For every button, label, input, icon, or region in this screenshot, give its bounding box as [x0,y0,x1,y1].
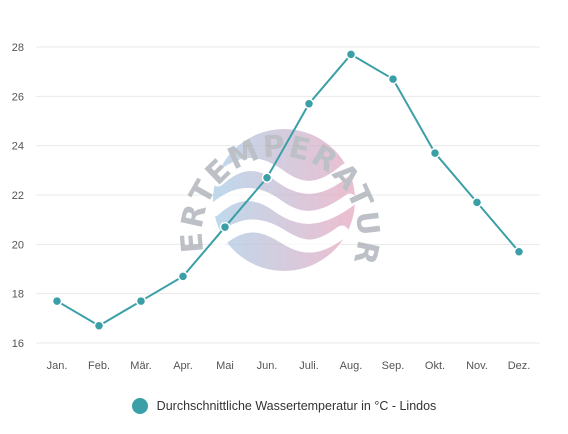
x-tick-label: Apr. [173,360,193,372]
x-tick-label: Sep. [382,360,405,372]
y-tick-label: 22 [12,190,24,202]
watermark-logo: WASSERTEMPERATUR.ORG [0,0,384,271]
series-line [56,53,520,327]
data-point[interactable] [471,197,483,208]
data-point[interactable] [135,295,147,307]
y-tick-label: 16 [12,338,24,350]
x-tick-label: Dez. [508,360,531,372]
x-tick-label: Aug. [340,360,363,372]
y-tick-label: 20 [12,239,24,251]
data-point[interactable] [93,320,105,331]
data-point[interactable] [345,49,357,60]
x-tick-label: Juli. [299,360,319,372]
x-tick-label: Jun. [257,360,278,372]
legend-marker [131,398,148,414]
legend[interactable]: Durchschnittliche Wassertemperatur in °C… [0,398,568,414]
data-point[interactable] [303,98,315,109]
y-tick-label: 24 [12,141,24,153]
data-point[interactable] [513,246,525,257]
data-point[interactable] [177,271,189,282]
y-tick-label: 28 [12,42,24,54]
data-point[interactable] [261,172,273,183]
data-point[interactable] [429,147,441,159]
data-point[interactable] [219,221,231,233]
watermark-waves [207,158,357,253]
x-tick-label: Okt. [425,360,445,372]
y-tick-label: 26 [12,91,24,103]
y-tick-label: 18 [12,289,24,301]
x-tick-label: Mai [216,360,234,372]
x-tick-label: Mär. [130,360,151,372]
x-tick-label: Feb. [88,360,110,372]
x-tick-label: Nov. [466,360,488,372]
data-point[interactable] [387,73,399,85]
legend-label: Durchschnittliche Wassertemperatur in °C… [156,399,437,413]
data-point[interactable] [51,295,63,307]
series-layer [51,49,525,331]
axes: 16 18 20 22 24 26 28 Jan. Feb. Mär. Apr. Mai Jun. Jul… [12,42,531,372]
x-tick-label: Jan. [47,360,68,372]
